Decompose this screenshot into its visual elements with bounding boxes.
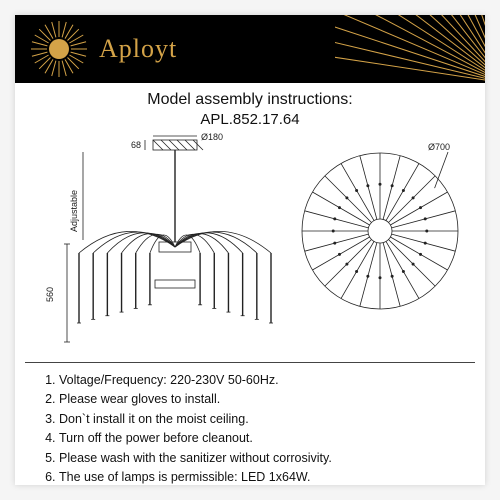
instruction-item: The use of lamps is permissible: LED 1x6…	[59, 468, 463, 485]
side-view-drawing: Ø180 68 Adjustable 560	[25, 132, 285, 362]
instruction-item: Please wash with the sanitizer without c…	[59, 449, 463, 468]
svg-text:68: 68	[131, 140, 141, 150]
instruction-item: Please wear gloves to install.	[59, 390, 463, 409]
svg-text:Ø180: Ø180	[201, 132, 223, 142]
instruction-item: Turn off the power before cleanout.	[59, 429, 463, 448]
svg-text:560: 560	[45, 287, 55, 302]
top-view-drawing: Ø700	[285, 136, 475, 326]
svg-text:Adjustable: Adjustable	[69, 190, 79, 232]
page-title: Model assembly instructions:	[15, 91, 485, 109]
svg-text:Ø700: Ø700	[428, 142, 450, 152]
technical-diagram: Ø180 68 Adjustable 560 Ø700	[25, 132, 475, 363]
brand-header: Aployt	[15, 15, 485, 83]
instruction-list: Voltage/Frequency: 220-230V 50-60Hz.Plea…	[15, 363, 485, 485]
model-number: APL.852.17.64	[15, 111, 485, 128]
sun-icon	[29, 19, 89, 79]
instruction-sheet: Aployt Model assembly instructions: APL.…	[15, 15, 485, 485]
instruction-item: Don`t install it on the moist ceiling.	[59, 410, 463, 429]
instruction-item: Voltage/Frequency: 220-230V 50-60Hz.	[59, 371, 463, 390]
ray-fan-icon	[335, 15, 485, 83]
brand-name: Aployt	[99, 34, 177, 64]
